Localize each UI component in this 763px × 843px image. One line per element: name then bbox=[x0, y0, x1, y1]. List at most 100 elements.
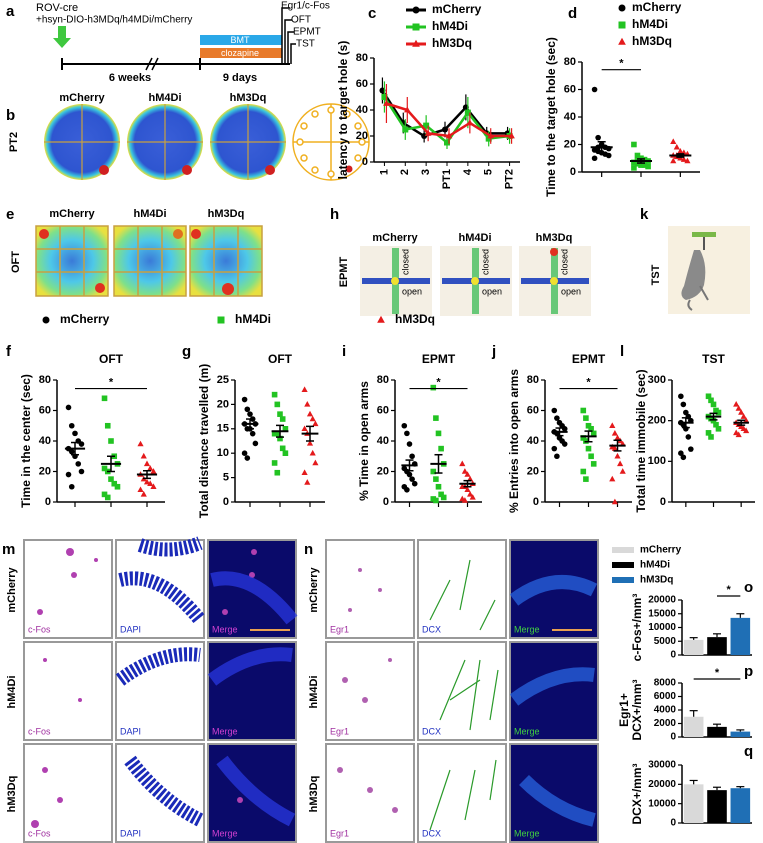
point bbox=[108, 476, 114, 482]
y-tick-label: 0 bbox=[533, 496, 539, 508]
test-label: Egr1/c-Fos bbox=[281, 1, 330, 12]
point bbox=[68, 422, 75, 429]
point bbox=[595, 134, 601, 141]
point bbox=[402, 126, 409, 133]
point bbox=[430, 468, 437, 475]
y-axis-label: % Time in open arms bbox=[357, 381, 371, 501]
point bbox=[585, 445, 592, 452]
y-tick-label: 40 bbox=[527, 435, 539, 447]
legend-label: hM3Dq bbox=[395, 312, 435, 326]
y-tick-label: 60 bbox=[39, 404, 51, 416]
y-tick-label: 0 bbox=[670, 732, 676, 743]
y-tick-label: 20 bbox=[356, 130, 368, 142]
point bbox=[409, 453, 415, 460]
panel-label: l bbox=[620, 343, 624, 360]
y-tick-label: 60 bbox=[377, 404, 389, 416]
bar bbox=[707, 790, 727, 823]
virus-label: ROV-cre bbox=[36, 2, 78, 14]
row-label: hM4Di bbox=[308, 676, 320, 709]
point bbox=[423, 122, 430, 129]
legend-label: hM3Dq bbox=[432, 36, 472, 50]
dapi-band bbox=[115, 536, 206, 827]
point bbox=[140, 491, 147, 497]
legend-label: hM3Dq bbox=[632, 34, 672, 48]
point bbox=[614, 434, 621, 441]
point bbox=[277, 435, 283, 442]
point bbox=[42, 316, 50, 324]
point bbox=[445, 132, 453, 139]
stain-label: c-Fos bbox=[28, 726, 51, 736]
legend-label: hM4Di bbox=[632, 17, 668, 31]
arm-label: open bbox=[402, 286, 422, 296]
y-tick-label: 0 bbox=[660, 496, 666, 508]
y-tick-label: 15 bbox=[217, 423, 229, 435]
cells bbox=[31, 548, 257, 828]
panel-label: h bbox=[330, 206, 339, 223]
stain-label: Merge bbox=[514, 624, 540, 634]
point bbox=[301, 386, 308, 392]
y-tick-label: 5 bbox=[223, 472, 229, 484]
injection-arrow bbox=[53, 26, 71, 48]
point bbox=[301, 425, 308, 432]
point bbox=[464, 109, 471, 116]
x-tick-label: 4 bbox=[462, 168, 474, 175]
point bbox=[631, 141, 637, 148]
column-label: hM3Dq bbox=[536, 232, 573, 244]
stain-label: Merge bbox=[514, 726, 540, 736]
point bbox=[435, 430, 442, 437]
y-tick-label: 40 bbox=[377, 435, 389, 447]
point bbox=[673, 143, 680, 150]
x-tick-label: PT1 bbox=[441, 169, 453, 189]
panel-label: e bbox=[6, 206, 14, 223]
y-tick-label: 2000 bbox=[654, 718, 677, 729]
point bbox=[588, 426, 594, 432]
y-axis-label: Time in the center (sec) bbox=[19, 374, 33, 508]
panel-label: q bbox=[744, 743, 753, 760]
point bbox=[309, 449, 316, 456]
point bbox=[677, 148, 684, 154]
point bbox=[140, 452, 147, 459]
y-tick-label: 100 bbox=[648, 455, 666, 467]
y-tick-label: 4000 bbox=[654, 705, 677, 716]
y-axis-label: Total time immobile (sec) bbox=[634, 369, 648, 512]
bmt-bar bbox=[200, 35, 282, 45]
point bbox=[440, 494, 447, 501]
point bbox=[271, 460, 278, 466]
test-brackets bbox=[281, 7, 296, 64]
point bbox=[605, 152, 612, 159]
point bbox=[591, 155, 598, 162]
y-axis-label: Time to the target hole (sec) bbox=[544, 37, 558, 197]
point bbox=[618, 21, 626, 29]
micrograph-panel: m mCherry hM4Di hM3Dq c-Fos DAPI Merge c… bbox=[2, 536, 298, 843]
heatmap bbox=[44, 104, 286, 180]
point bbox=[611, 430, 618, 436]
legend-label: mCherry bbox=[432, 2, 482, 16]
point bbox=[609, 422, 616, 428]
point bbox=[381, 94, 388, 100]
row-label: hM4Di bbox=[6, 676, 18, 709]
point bbox=[406, 441, 413, 447]
point bbox=[618, 37, 626, 45]
test-label: TST bbox=[296, 39, 315, 50]
point bbox=[442, 126, 448, 133]
arm-label: open bbox=[561, 286, 581, 296]
point bbox=[685, 434, 692, 440]
point bbox=[101, 395, 108, 402]
y-tick-label: 0 bbox=[670, 650, 676, 661]
point bbox=[551, 407, 558, 414]
stain-label: c-Fos bbox=[28, 624, 51, 634]
point bbox=[464, 486, 471, 493]
point bbox=[304, 401, 311, 407]
timeline-panel: a ROV-cre +hsyn-DIO-h3MDq/h4MDi/mCherry … bbox=[6, 1, 330, 84]
point bbox=[65, 404, 72, 411]
column-label: mCherry bbox=[59, 92, 105, 104]
panel-label: k bbox=[640, 206, 649, 223]
row-label: mCherry bbox=[308, 567, 320, 613]
point bbox=[409, 476, 415, 482]
point bbox=[72, 430, 78, 437]
point bbox=[383, 99, 390, 106]
virus-label: +hsyn-DIO-h3MDq/h4MDi/mCherry bbox=[36, 15, 192, 26]
point bbox=[459, 460, 466, 467]
y-axis-label: latency to target hole (s) bbox=[336, 41, 350, 180]
point bbox=[588, 453, 594, 460]
